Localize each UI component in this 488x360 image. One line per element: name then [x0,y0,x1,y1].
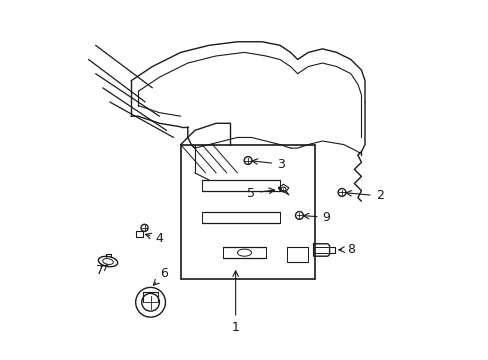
Text: 8: 8 [338,243,355,256]
Text: 9: 9 [303,211,330,224]
Text: 1: 1 [231,271,239,334]
Text: 7: 7 [96,264,107,277]
Text: 5: 5 [246,186,274,199]
Text: 3: 3 [251,158,285,171]
Text: 2: 2 [346,189,383,202]
Text: 6: 6 [153,267,168,285]
Text: 4: 4 [145,232,163,245]
